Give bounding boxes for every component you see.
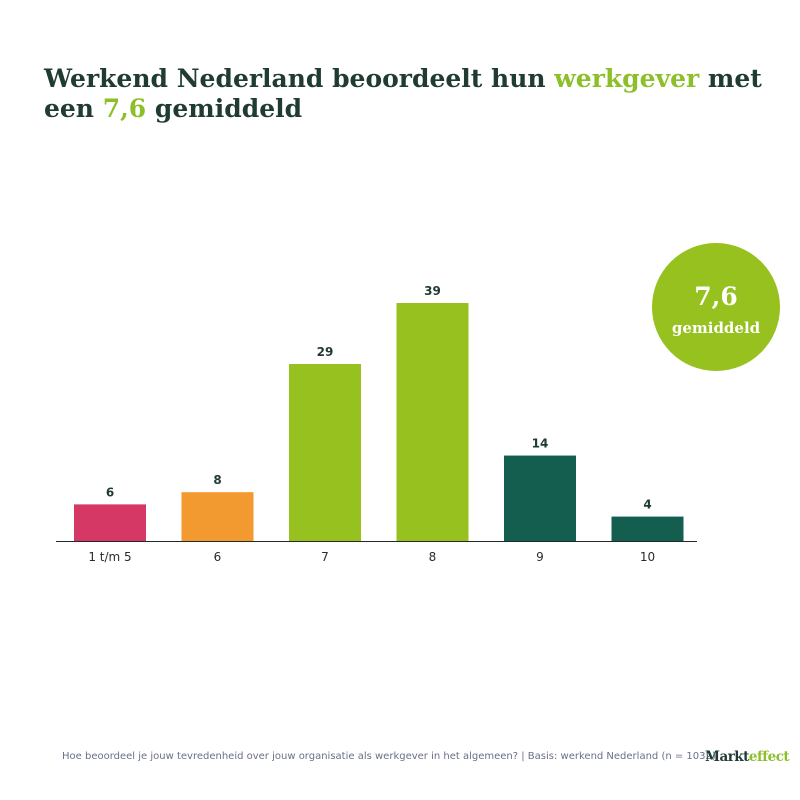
x-tick-label-6: 10 [640, 550, 655, 564]
data-label-1: 6 [106, 485, 114, 499]
bar-4 [396, 303, 469, 541]
data-label-3: 29 [317, 345, 334, 359]
bar-2 [181, 492, 254, 541]
x-tick-label-1: 1 t/m 5 [88, 550, 131, 564]
average-label: gemiddeld [671, 319, 761, 337]
data-label-6: 4 [643, 498, 651, 512]
x-tick-label-2: 6 [214, 550, 222, 564]
data-label-2: 8 [213, 473, 221, 487]
bar-5 [504, 455, 576, 541]
chart-title: Werkend Nederland beoordeelt hun werkgev… [44, 64, 764, 124]
title-text-1: Werkend Nederland beoordeelt hun [44, 64, 555, 93]
x-tick-label-3: 7 [321, 550, 329, 564]
average-badge: 7,6 gemiddeld [652, 243, 780, 371]
footnote: Hoe beoordeel je jouw tevredenheid over … [62, 751, 716, 762]
logo-part-effect: effect [748, 749, 790, 765]
logo-part-markt: Markt [705, 749, 749, 765]
title-highlight-score: 7,6 [102, 94, 147, 123]
bar-3 [289, 364, 361, 541]
title-highlight-werkgever: werkgever [554, 64, 700, 93]
data-label-5: 14 [532, 437, 549, 451]
title-text-2: met een [44, 64, 762, 123]
data-label-4: 39 [424, 284, 441, 298]
markteffect-logo: Markteffect [705, 749, 790, 765]
bar-6 [611, 516, 684, 541]
x-tick-label-5: 9 [536, 550, 544, 564]
bar-1 [74, 504, 146, 541]
title-text-3: gemiddeld [146, 94, 303, 123]
x-tick-label-4: 8 [429, 550, 437, 564]
average-value: 7,6 [694, 282, 738, 311]
